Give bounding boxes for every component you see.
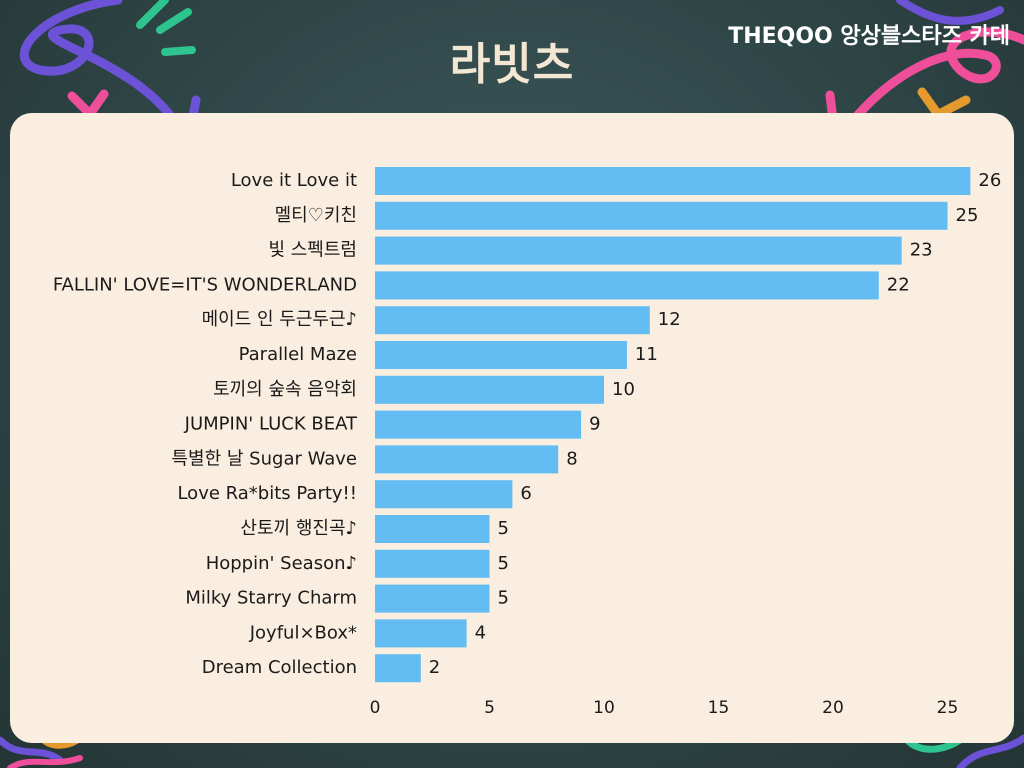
bar	[375, 201, 948, 230]
category-label: 특별한 날 Sugar Wave	[172, 448, 358, 469]
category-label: Dream Collection	[202, 657, 357, 678]
category-label: Parallel Maze	[239, 344, 357, 365]
category-label: 빛 스펙트럼	[268, 240, 357, 261]
x-tick-label: 20	[822, 698, 844, 718]
category-label: 메이드 인 두근두근♪	[202, 309, 357, 330]
bar	[375, 341, 627, 369]
value-label: 6	[520, 483, 531, 504]
x-tick-label: 5	[484, 698, 495, 718]
bar	[375, 549, 490, 578]
value-label: 26	[978, 170, 1001, 191]
bar	[375, 445, 559, 474]
category-label: Love it Love it	[231, 170, 357, 191]
bar	[375, 306, 650, 335]
bar	[375, 515, 490, 543]
value-label: 10	[612, 379, 635, 400]
category-label: Hoppin' Season♪	[206, 553, 357, 574]
x-tick-label: 15	[708, 698, 730, 718]
value-label: 5	[498, 553, 509, 574]
value-label: 25	[956, 205, 979, 226]
brand-label: THEQOO 앙상블스타즈 카테	[728, 24, 1010, 49]
value-label: 11	[635, 344, 658, 365]
bar	[375, 375, 604, 404]
category-label: 멜티♡키친	[275, 205, 357, 226]
value-label: 8	[566, 448, 577, 469]
category-label: JUMPIN' LUCK BEAT	[184, 414, 358, 435]
value-label: 5	[498, 588, 509, 609]
category-label: Joyful×Box*	[249, 622, 357, 643]
bar	[375, 480, 513, 509]
value-label: 22	[887, 274, 910, 295]
bar	[375, 410, 582, 439]
bar	[375, 236, 902, 265]
x-tick-label: 10	[593, 698, 615, 718]
value-label: 23	[910, 240, 933, 261]
value-label: 5	[498, 518, 509, 539]
category-label: 토끼의 숲속 음악회	[213, 379, 357, 400]
bar	[375, 619, 467, 648]
category-label: Love Ra*bits Party!!	[177, 483, 357, 504]
value-label: 12	[658, 309, 681, 330]
bar	[375, 584, 490, 613]
value-label: 2	[429, 657, 440, 678]
bar	[375, 654, 421, 683]
bar	[375, 271, 879, 300]
page-title: 라빗츠	[449, 39, 575, 90]
category-label: Milky Starry Charm	[185, 588, 357, 609]
bar	[375, 167, 971, 195]
value-label: 4	[475, 622, 486, 643]
x-tick-label: 0	[370, 698, 381, 718]
value-label: 9	[589, 414, 600, 435]
category-label: FALLIN' LOVE=IT'S WONDERLAND	[53, 274, 357, 295]
x-tick-label: 25	[937, 698, 959, 718]
category-label: 산토끼 행진곡♪	[240, 518, 357, 539]
